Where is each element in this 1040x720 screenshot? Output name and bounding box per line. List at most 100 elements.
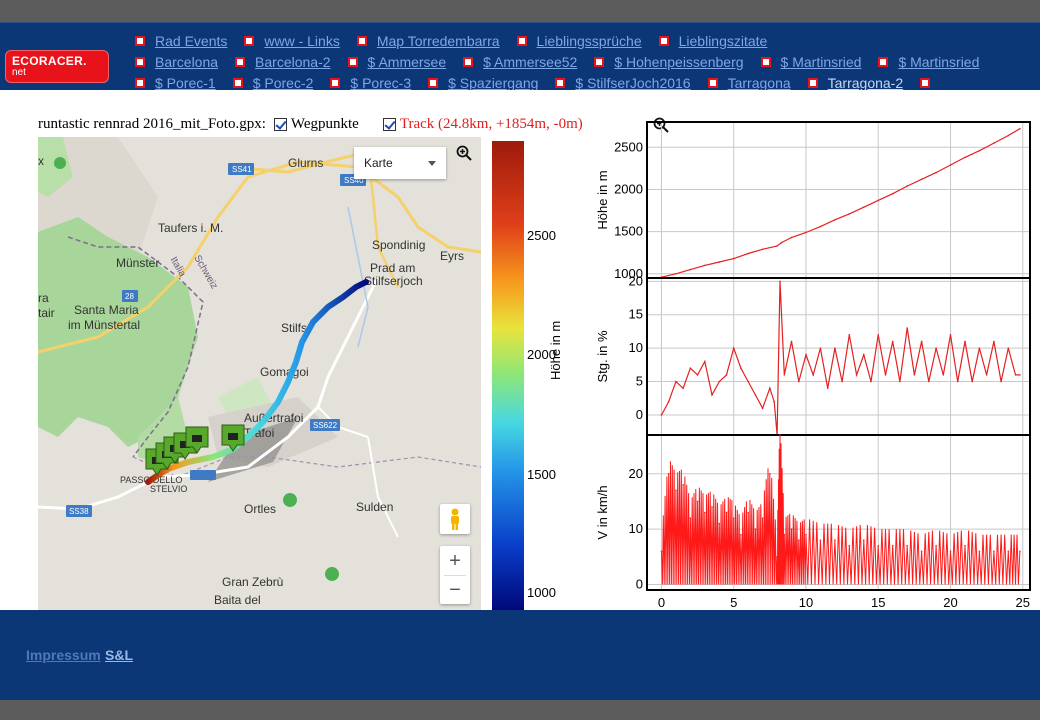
logo-subtext: net xyxy=(12,67,26,78)
nav-link[interactable]: Map Torredembarra xyxy=(376,33,500,49)
impressum-link[interactable]: Impressum xyxy=(26,647,101,663)
data-point xyxy=(711,506,713,508)
nav-item[interactable]: Lieblingszitate xyxy=(658,33,768,49)
bullet-square-icon xyxy=(658,36,669,46)
nav-item[interactable]: Lieblingssprüche xyxy=(516,33,642,49)
zoom-map-icon[interactable] xyxy=(456,145,472,161)
map-canvas[interactable]: SS41 SS40 SS622 SS38 28 Glurns Taufers i… xyxy=(38,137,481,610)
zoom-in-button[interactable]: + xyxy=(449,549,461,572)
nav-item[interactable]: $ Hohenpeissenberg xyxy=(594,54,744,70)
waypoints-checkbox[interactable] xyxy=(273,118,287,131)
svg-text:Sulden: Sulden xyxy=(356,500,393,514)
data-point xyxy=(841,380,843,383)
nav-item[interactable]: $ Porec-2 xyxy=(232,75,314,91)
nav-item[interactable]: Tarragona xyxy=(707,75,791,91)
profile-line xyxy=(660,281,1020,436)
elevation-color-scale xyxy=(492,141,524,610)
nav-item[interactable]: $ Ammersee xyxy=(347,54,447,70)
data-point xyxy=(696,500,699,503)
nav-link[interactable]: $ Porec-3 xyxy=(350,75,412,91)
data-point xyxy=(805,354,807,356)
nav-link[interactable]: $ Ammersee52 xyxy=(483,54,578,70)
nav-link[interactable]: Tarragona xyxy=(727,75,791,91)
nav-item[interactable]: $ Spaziergang xyxy=(428,75,538,91)
nav-item[interactable]: Map Torredembarra xyxy=(356,33,500,49)
nav-link[interactable]: Barcelona-2 xyxy=(255,54,331,70)
nav-item[interactable]: Tarragona-2 xyxy=(807,75,904,91)
nav-link[interactable]: Rad Events xyxy=(155,33,228,49)
nav-item[interactable]: $ Ammersee52 xyxy=(463,54,577,70)
y-tick-label: 0 xyxy=(636,407,643,422)
nav-link[interactable]: Tarragona-2 xyxy=(827,75,904,91)
data-point xyxy=(1019,374,1021,376)
data-point xyxy=(920,340,923,343)
data-point xyxy=(928,380,930,383)
nav-link[interactable]: $ Martinsried xyxy=(780,54,862,70)
street-view-pegman[interactable] xyxy=(440,504,470,534)
data-point xyxy=(780,241,783,244)
svg-text:Glurns: Glurns xyxy=(288,156,323,170)
gpx-file-line: runtastic rennrad 2016_mit_Foto.gpx: Weg… xyxy=(38,116,583,133)
y-tick-label: 0 xyxy=(636,576,643,591)
data-point xyxy=(993,550,995,553)
nav-link[interactable]: $ Spaziergang xyxy=(448,75,539,91)
x-tick-label: 15 xyxy=(871,595,885,610)
zoom-out-button[interactable]: − xyxy=(444,574,466,604)
nav-link[interactable]: Barcelona xyxy=(155,54,219,70)
nav-link[interactable]: $ Hohenpeissenberg xyxy=(614,54,744,70)
data-point xyxy=(761,517,764,519)
y-axis-label: Stg. in % xyxy=(595,330,610,382)
profile-panel: 0 5 10 15 20 Stg. in % xyxy=(595,273,1031,436)
data-point xyxy=(819,539,822,541)
nav-link[interactable]: $ Porec-2 xyxy=(252,75,314,91)
data-point xyxy=(704,360,706,363)
profile-panel: 1000 1500 2000 2500 Höhe in m xyxy=(595,121,1031,281)
data-point xyxy=(779,434,781,436)
scale-tick-1000: 1000 xyxy=(527,585,556,600)
data-point xyxy=(805,533,807,536)
data-point xyxy=(790,236,793,239)
nav-item[interactable]: Barcelona xyxy=(135,54,218,70)
zoom-controls: + − xyxy=(440,546,470,604)
nav-item[interactable]: $ Porec-1 xyxy=(135,75,216,91)
data-point xyxy=(891,544,894,547)
data-point xyxy=(862,206,865,208)
data-point xyxy=(964,544,966,547)
nav-item[interactable]: $ Martinsried xyxy=(760,54,862,70)
bullet-square-icon xyxy=(807,78,818,88)
nav-link[interactable]: Lieblingssprüche xyxy=(536,33,642,49)
data-point xyxy=(667,400,670,403)
track-checkbox[interactable] xyxy=(382,118,396,131)
y-tick-label: 10 xyxy=(629,521,643,536)
nav-item[interactable]: $ StilfserJoch2016 xyxy=(555,75,691,91)
nav-item[interactable] xyxy=(920,78,940,88)
nav-link[interactable]: $ StilfserJoch2016 xyxy=(575,75,691,91)
y-tick-label: 20 xyxy=(629,273,643,288)
y-tick-label: 1000 xyxy=(614,266,643,281)
nav-item[interactable]: $ Martinsried xyxy=(878,54,979,70)
sl-link[interactable]: S&L xyxy=(105,647,133,663)
nav-item[interactable]: Barcelona-2 xyxy=(235,54,331,70)
data-point xyxy=(776,555,778,558)
svg-text:SS38: SS38 xyxy=(69,507,89,516)
nav-item[interactable]: Rad Events xyxy=(135,33,227,49)
nav-link[interactable]: Lieblingszitate xyxy=(678,33,768,49)
nav-link[interactable]: $ Martinsried xyxy=(898,54,980,70)
nav-link[interactable]: www - Links xyxy=(264,33,340,49)
y-tick-label: 20 xyxy=(629,466,643,481)
svg-text:Prad am: Prad am xyxy=(370,261,415,275)
x-tick-label: 10 xyxy=(799,595,813,610)
data-point xyxy=(891,192,894,195)
photo-marker-group[interactable] xyxy=(145,424,245,476)
site-logo[interactable]: ECORACER. net xyxy=(5,50,109,83)
map-type-select[interactable]: Karte xyxy=(354,147,446,179)
nav-item[interactable]: $ Porec-3 xyxy=(330,75,411,91)
route-map[interactable]: SS41 SS40 SS622 SS38 28 Glurns Taufers i… xyxy=(38,137,481,610)
nav-link[interactable]: $ Porec-1 xyxy=(155,75,216,91)
nav-link[interactable]: $ Ammersee xyxy=(367,54,447,70)
nav-item[interactable]: www - Links xyxy=(244,33,340,49)
svg-text:ra: ra xyxy=(38,291,49,305)
data-point xyxy=(906,327,908,329)
data-point xyxy=(711,394,713,396)
